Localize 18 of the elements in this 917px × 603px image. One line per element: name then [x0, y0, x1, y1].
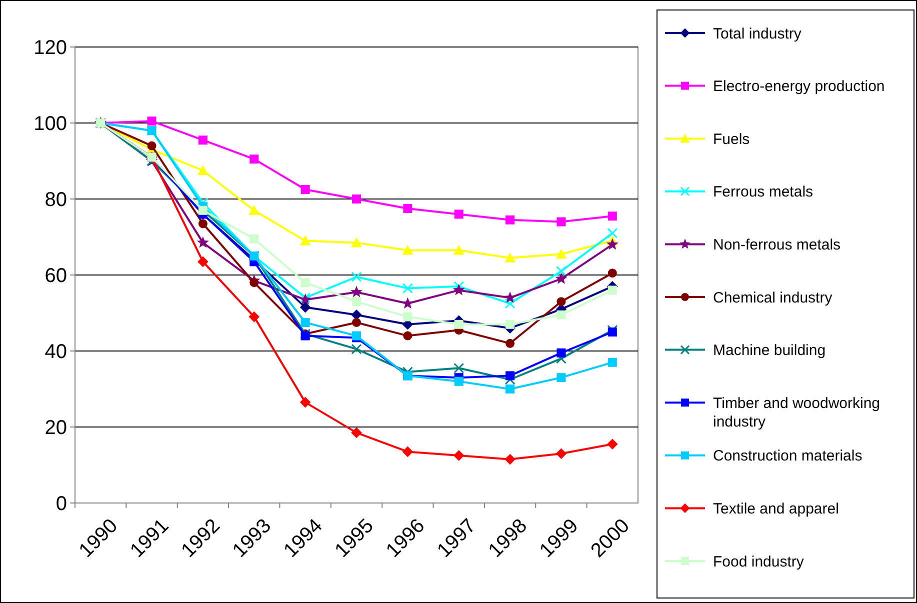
- legend-label: Ferrous metals: [713, 184, 814, 201]
- y-tick-label: 0: [56, 493, 67, 515]
- legend-label: Chemical industry: [713, 289, 833, 306]
- legend-label: Electro-energy production: [713, 78, 885, 96]
- y-tick-label: 120: [34, 37, 67, 59]
- y-tick-label: 20: [44, 417, 67, 439]
- legend-label: Machine building: [713, 342, 826, 360]
- y-tick-label: 40: [44, 341, 67, 363]
- y-tick-label: 60: [44, 265, 67, 287]
- legend-label: Fuels: [713, 130, 750, 148]
- legend-label: Non-ferrous metals: [713, 236, 841, 254]
- legend-label: Construction materials: [713, 448, 862, 465]
- legend-label: Timber and woodworking industry: [713, 394, 880, 431]
- y-tick-label: 100: [34, 113, 67, 135]
- legend-label: Food industry: [713, 553, 804, 570]
- legend-label: Textile and apparel: [713, 500, 839, 518]
- y-tick-label: 80: [44, 189, 67, 211]
- legend-label: Total industry: [713, 25, 802, 42]
